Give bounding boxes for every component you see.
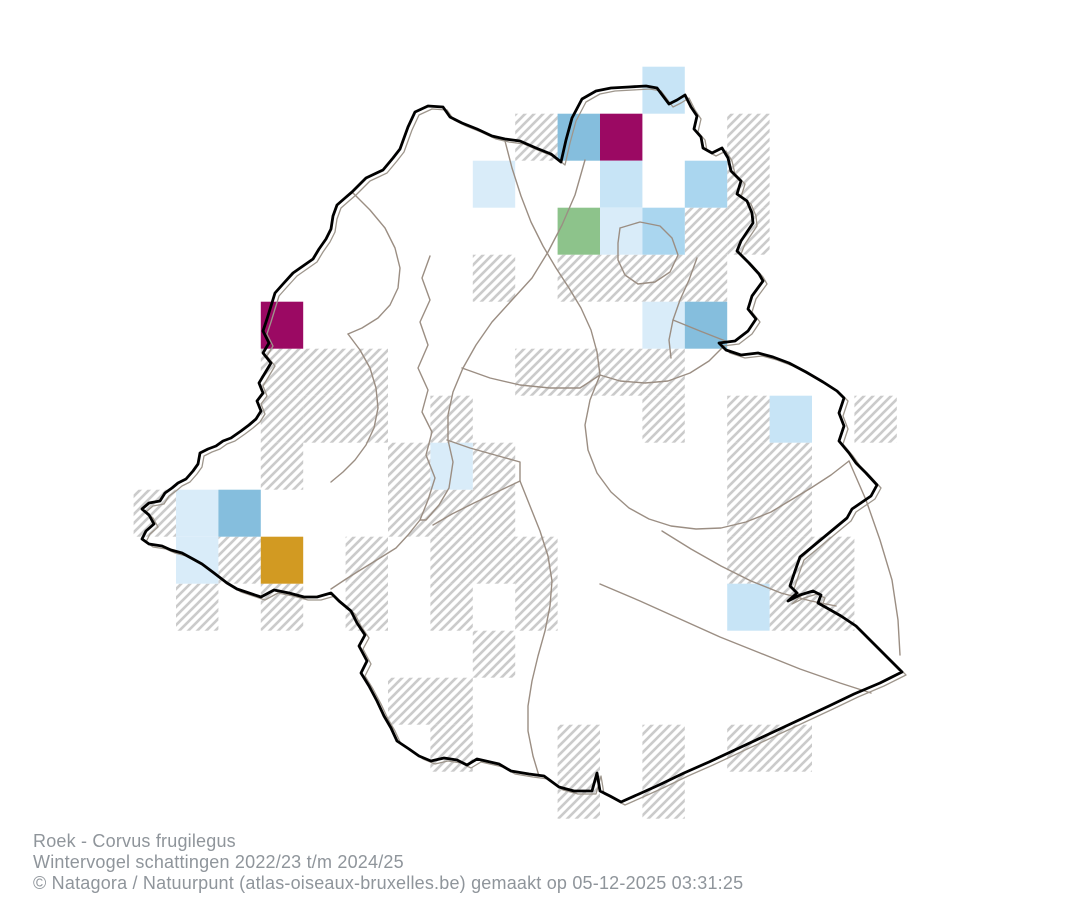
no-data-hatch-cell [133, 489, 176, 537]
no-data-hatch-cell [769, 442, 812, 490]
region-outline-shadow-line [145, 88, 907, 806]
species-title: Roek - Corvus frugilegus [33, 831, 236, 851]
no-data-hatch-cell [600, 348, 643, 396]
no-data-hatch-cell [303, 348, 346, 396]
no-data-hatch-cell [472, 442, 516, 490]
atlas-cell-magenta [600, 113, 643, 161]
atlas-cell-estimate_3 [642, 207, 685, 255]
no-data-hatch-cell [769, 536, 812, 584]
atlas-cell-estimate_2 [642, 66, 685, 114]
attribution-line: © Natagora / Natuurpunt (atlas-oiseaux-b… [33, 873, 744, 893]
no-data-hatch-cell [176, 583, 219, 631]
no-data-hatch-cell [260, 395, 304, 443]
map-caption: Roek - Corvus frugilegus Wintervogel sch… [33, 831, 743, 894]
no-data-hatch-cell [642, 724, 685, 772]
no-data-hatch-cell [472, 536, 516, 584]
atlas-cell-estimate_2 [727, 583, 770, 631]
commune-borders [330, 140, 901, 777]
no-data-hatch-cell [388, 442, 431, 490]
atlas-cell-estimate_1 [176, 489, 219, 537]
atlas-cell-estimate_2 [769, 395, 812, 443]
atlas-cell-estimate_1 [642, 301, 685, 349]
no-data-hatch-cell [303, 395, 346, 443]
no-data-hatch-cell [812, 536, 855, 584]
atlas-cell-estimate_3 [684, 160, 728, 208]
no-data-hatch-cell [345, 536, 388, 584]
no-data-hatch-cell [642, 254, 685, 302]
no-data-hatch-cell [684, 207, 728, 255]
no-data-hatch-cell [557, 254, 600, 302]
no-data-hatch-cell [430, 677, 473, 725]
no-data-hatch-cell [218, 536, 261, 584]
no-data-hatch-cell [642, 771, 685, 819]
no-data-hatch-cell [812, 583, 855, 631]
no-data-hatch-cell [727, 489, 770, 537]
no-data-hatch-cell [430, 395, 473, 443]
atlas-cell-orange [260, 536, 304, 584]
atlas-cell-estimate_2 [600, 160, 643, 208]
no-data-hatch-cell [472, 489, 516, 537]
no-data-hatch-cell [472, 254, 516, 302]
no-data-hatch-cell [642, 395, 685, 443]
no-data-hatch-cell [345, 583, 388, 631]
no-data-hatch-cell [557, 771, 600, 819]
no-data-hatch-cell [854, 395, 897, 443]
atlas-cell-estimate_4 [684, 301, 728, 349]
region-boundary [140, 84, 907, 806]
no-data-hatch-cell [769, 489, 812, 537]
no-data-hatch-cell [557, 724, 600, 772]
no-data-hatch-cell [430, 536, 473, 584]
atlas-cell-estimate_4 [557, 113, 600, 161]
atlas-cell-estimate_1 [600, 207, 643, 255]
survey-period-subtitle: Wintervogel schattingen 2022/23 t/m 2024… [33, 852, 404, 872]
no-data-hatch-cell [472, 630, 516, 678]
atlas-cell-estimate_1 [430, 442, 473, 490]
no-data-hatch-cell [727, 395, 770, 443]
no-data-hatch-cell [430, 489, 473, 537]
no-data-hatch-cell [727, 113, 770, 161]
no-data-hatch-cell [345, 348, 388, 396]
region-outline-line [140, 84, 904, 804]
no-data-hatch-cell [727, 536, 770, 584]
atlas-cell-estimate_1 [472, 160, 516, 208]
no-data-hatch-cell [642, 348, 685, 396]
atlas-cell-green [557, 207, 600, 255]
grid-cells-layer [133, 66, 897, 819]
no-data-hatch-cell [769, 724, 812, 772]
no-data-hatch-cell [345, 395, 388, 443]
no-data-hatch-cell [727, 442, 770, 490]
no-data-hatch-cell [430, 583, 473, 631]
no-data-hatch-cell [600, 254, 643, 302]
no-data-hatch-cell [260, 442, 304, 490]
no-data-hatch-cell [684, 254, 728, 302]
no-data-hatch-cell [388, 677, 431, 725]
atlas-cell-estimate_4 [218, 489, 261, 537]
no-data-hatch-cell [388, 489, 431, 537]
